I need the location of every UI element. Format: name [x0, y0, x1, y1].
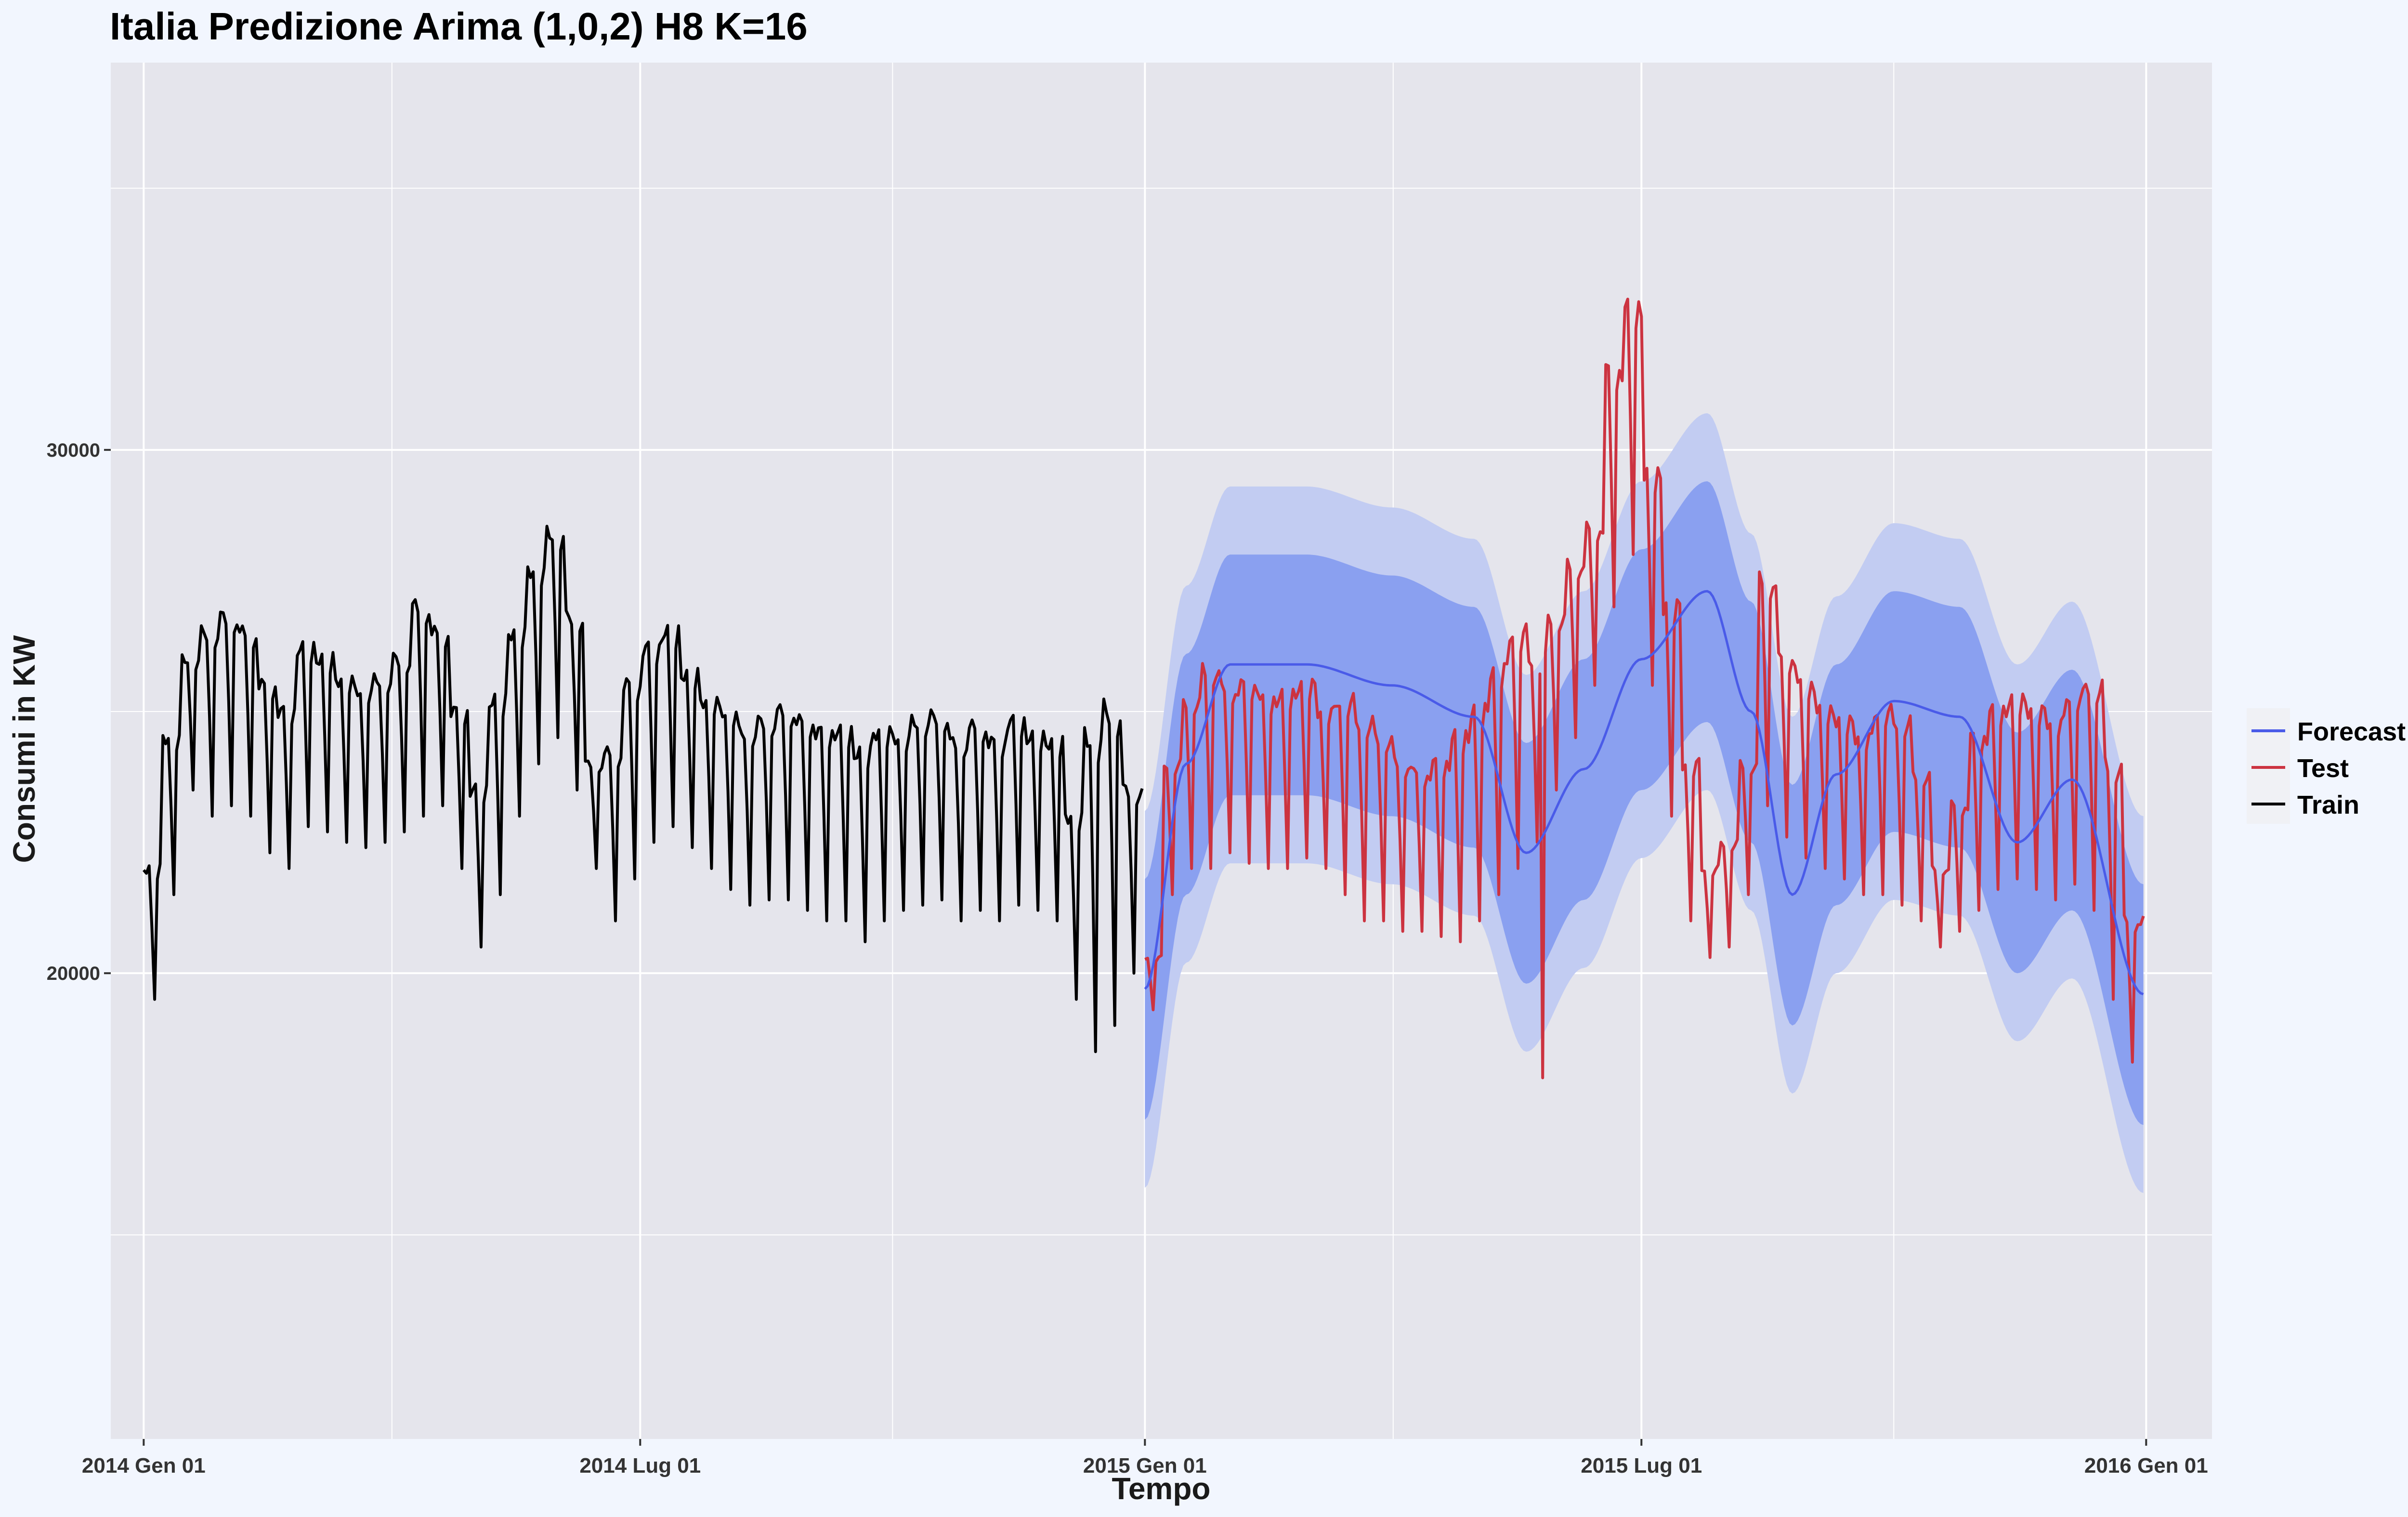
forecast-band-80 — [1145, 481, 2144, 1125]
y-axis-title: Consumi in KW — [7, 635, 41, 863]
x-axis-ticks: 2014 Gen 01 2014 Lug 01 2015 Gen 01 2015 Lu… — [82, 1439, 2208, 1477]
legend-item-forecast: Forecast — [2251, 717, 2406, 746]
legend-item-train: Train — [2251, 791, 2359, 819]
legend-label-forecast: Forecast — [2297, 717, 2406, 746]
series-line-test — [1144, 297, 2145, 1080]
series-line-train — [143, 525, 1144, 1054]
legend-label-test: Test — [2297, 754, 2349, 783]
y-tick-label: 30000 — [47, 440, 100, 461]
series-lines — [143, 297, 2145, 1080]
legend: Forecast Test Train — [2247, 708, 2406, 824]
x-tick-label: 2014 Lug 01 — [579, 1454, 701, 1477]
prediction-band-80 — [1145, 481, 2144, 1125]
x-tick-label: 2015 Lug 01 — [1581, 1454, 1702, 1477]
x-axis-title: Tempo — [1112, 1471, 1210, 1506]
x-tick-label: 2015 Gen 01 — [1083, 1454, 1207, 1477]
x-tick-label: 2014 Gen 01 — [82, 1454, 206, 1477]
x-tick-label: 2016 Gen 01 — [2084, 1454, 2208, 1477]
legend-item-test: Test — [2251, 754, 2349, 783]
y-tick-label: 20000 — [47, 963, 100, 984]
y-axis-ticks: 20000 30000 — [47, 440, 111, 984]
legend-label-train: Train — [2297, 791, 2359, 819]
series-line-forecast — [1144, 590, 2144, 995]
chart-title: Italia Predizione Arima (1,0,2) H8 K=16 — [110, 5, 808, 48]
